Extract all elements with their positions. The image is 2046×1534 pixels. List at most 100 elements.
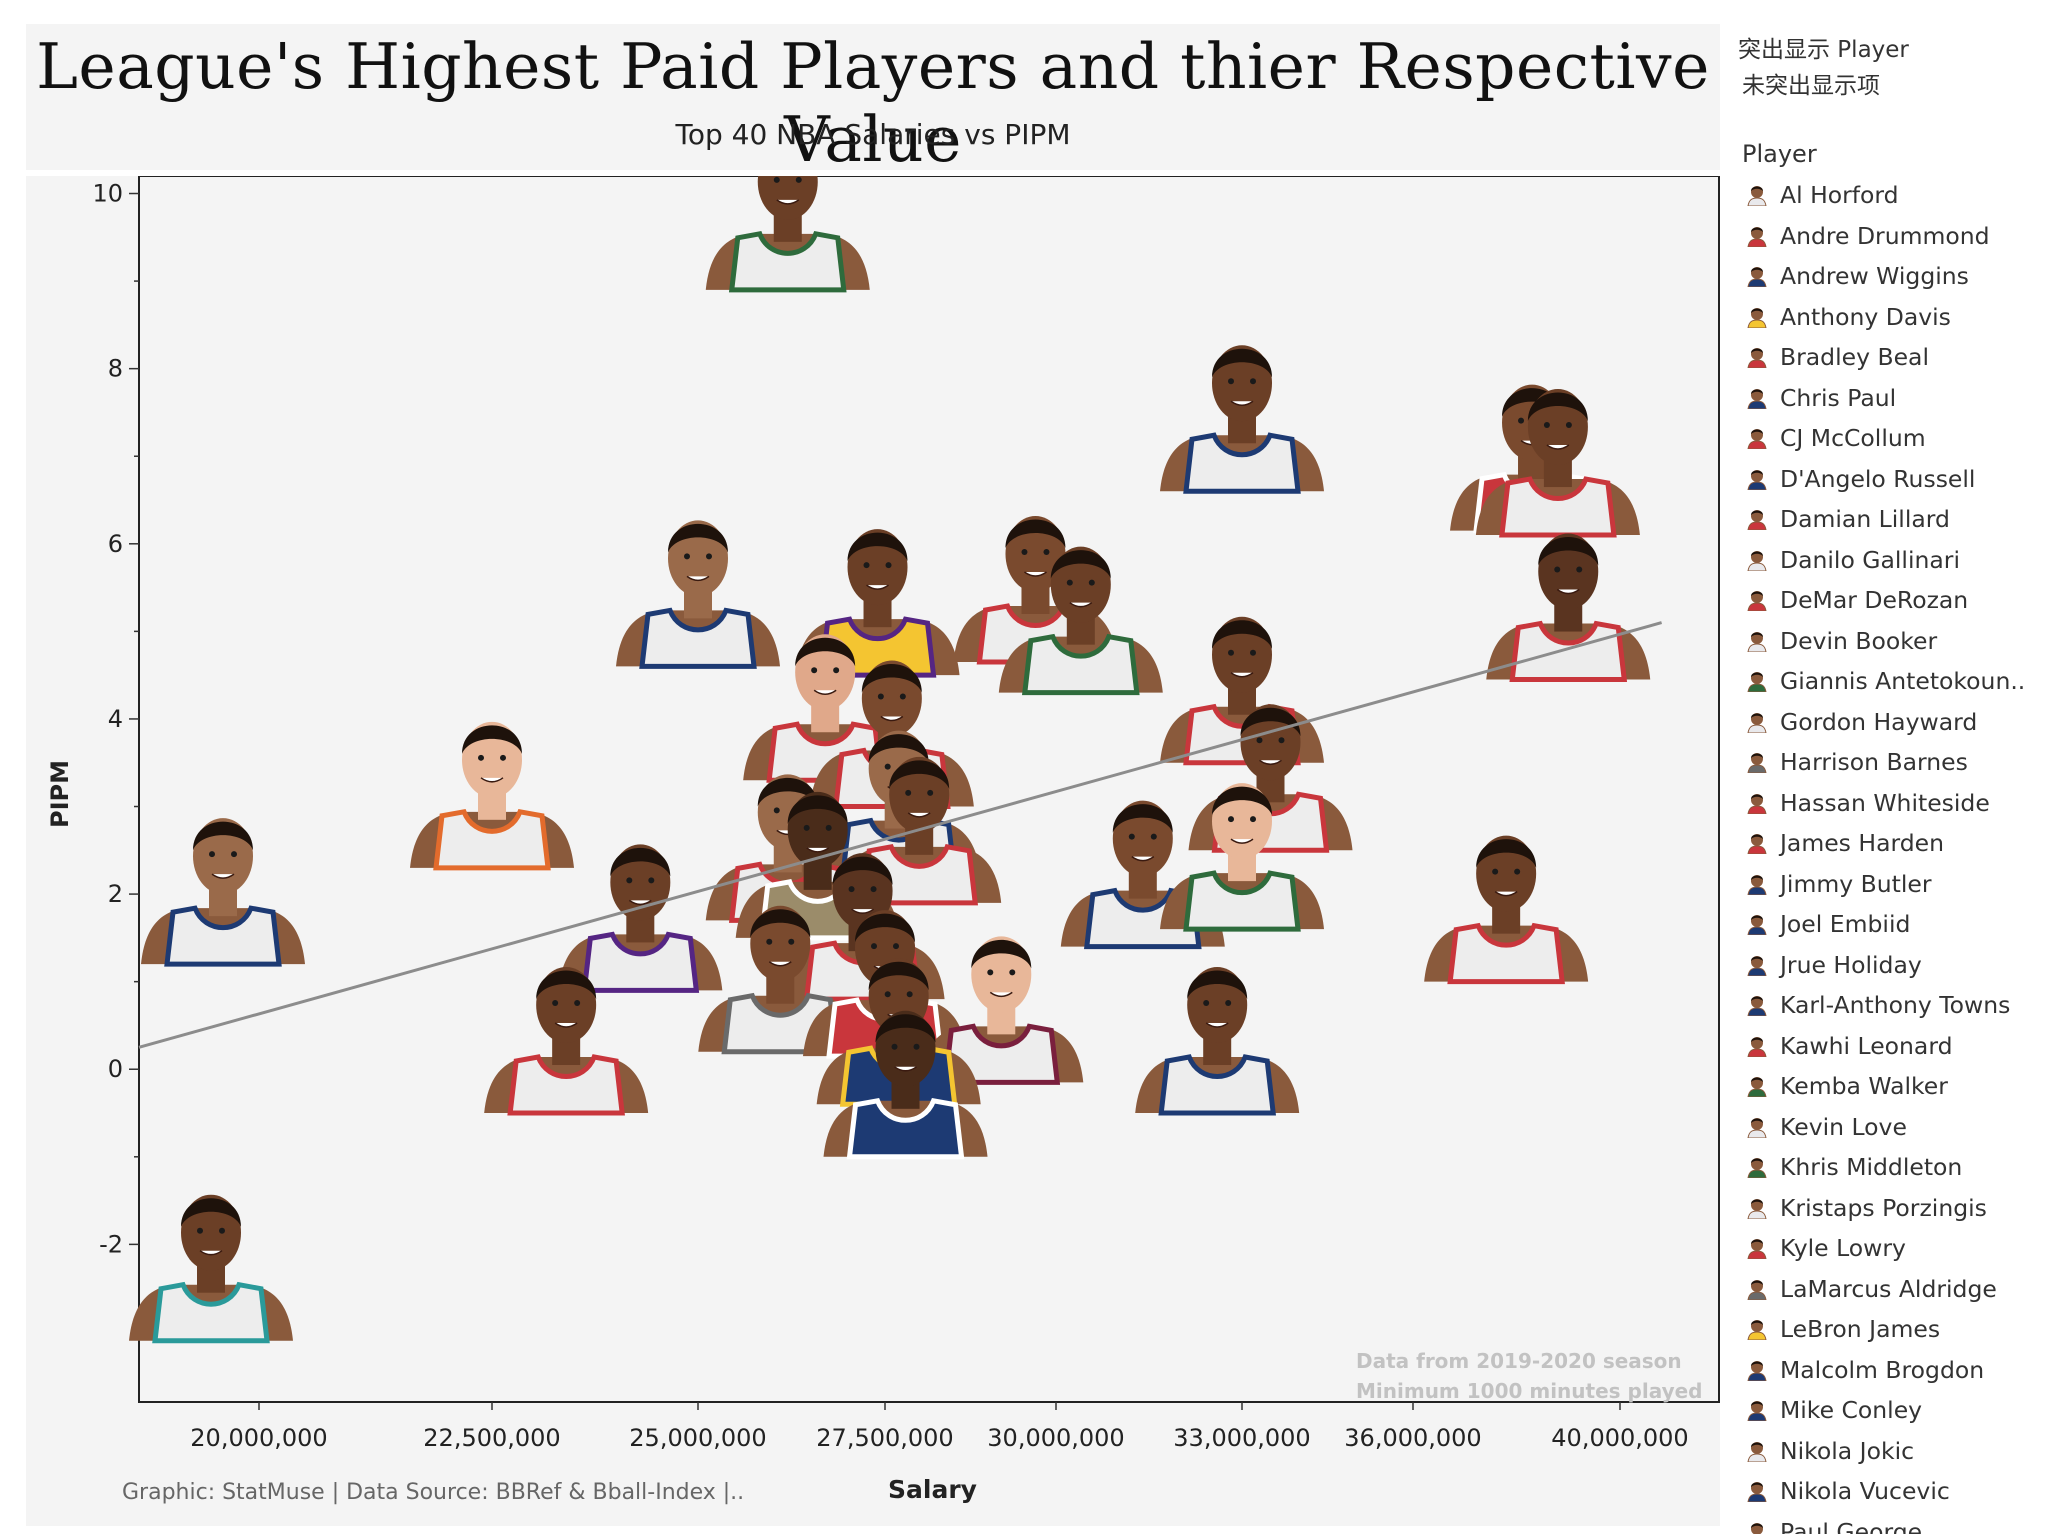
legend-item[interactable]: Harrison Barnes bbox=[1746, 742, 2025, 783]
legend-item[interactable]: CJ McCollum bbox=[1746, 418, 2025, 459]
legend-item[interactable]: Chris Paul bbox=[1746, 378, 2025, 419]
legend-item[interactable]: Kristaps Porzingis bbox=[1746, 1188, 2025, 1229]
x-tick-label: 36,000,000 bbox=[1344, 1424, 1481, 1452]
player-avatar-icon bbox=[1747, 1158, 1767, 1179]
legend-item-label: DeMar DeRozan bbox=[1780, 586, 1969, 615]
legend-item[interactable]: Paul George bbox=[1746, 1512, 2025, 1534]
player-avatar-icon bbox=[1747, 550, 1767, 571]
annotation-line-1: Data from 2019-2020 season bbox=[1356, 1349, 1682, 1373]
player-mark[interactable] bbox=[795, 529, 960, 678]
x-tick-label: 25,000,000 bbox=[629, 1424, 766, 1452]
player-avatar-icon bbox=[1747, 1279, 1767, 1300]
legend-item[interactable]: DeMar DeRozan bbox=[1746, 580, 2025, 621]
chart-subtitle: Top 40 NBA Salaries vs PIPM bbox=[675, 118, 1071, 151]
player-mark[interactable] bbox=[1475, 389, 1640, 538]
legend-item[interactable]: Danilo Gallinari bbox=[1746, 540, 2025, 581]
legend-item[interactable]: Malcolm Brogdon bbox=[1746, 1350, 2025, 1391]
player-mark[interactable] bbox=[1160, 345, 1324, 494]
legend-item[interactable]: Andrew Wiggins bbox=[1746, 256, 2025, 297]
y-tick-label: -2 bbox=[99, 1230, 123, 1258]
player-avatar-icon bbox=[1747, 1401, 1767, 1422]
player-mark[interactable] bbox=[1135, 967, 1300, 1116]
x-tick-label: 30,000,000 bbox=[987, 1424, 1124, 1452]
legend-item[interactable]: LeBron James bbox=[1746, 1309, 2025, 1350]
legend-item[interactable]: Nikola Jokic bbox=[1746, 1431, 2025, 1472]
player-avatar-icon bbox=[1747, 631, 1767, 652]
player-avatar-icon bbox=[1747, 388, 1767, 409]
player-mark[interactable] bbox=[998, 546, 1163, 696]
legend-item-label: Anthony Davis bbox=[1780, 302, 1951, 331]
legend-item[interactable]: Devin Booker bbox=[1746, 621, 2025, 662]
legend-item-label: Malcolm Brogdon bbox=[1780, 1355, 1985, 1384]
legend-item[interactable]: Khris Middleton bbox=[1746, 1147, 2025, 1188]
player-avatar-icon bbox=[1747, 348, 1767, 369]
chart-title: League's Highest Paid Players and thier … bbox=[36, 30, 1710, 176]
player-mark[interactable] bbox=[1160, 783, 1324, 932]
player-avatar-icon bbox=[1747, 793, 1767, 814]
legend-item-label: Jimmy Butler bbox=[1780, 869, 1932, 898]
highlight-value[interactable]: 未突出显示项 bbox=[1742, 73, 1880, 99]
legend-item[interactable]: Hassan Whiteside bbox=[1746, 783, 2025, 824]
legend-item[interactable]: Kawhi Leonard bbox=[1746, 1026, 2025, 1067]
legend-item-label: Damian Lillard bbox=[1780, 505, 1950, 534]
legend-item[interactable]: Jrue Holiday bbox=[1746, 945, 2025, 986]
legend-item[interactable]: Kemba Walker bbox=[1746, 1066, 2025, 1107]
legend-item-label: James Harden bbox=[1780, 829, 1944, 858]
legend-item[interactable]: Kyle Lowry bbox=[1746, 1228, 2025, 1269]
player-mark[interactable] bbox=[484, 967, 649, 1116]
player-mark[interactable] bbox=[1486, 533, 1651, 683]
player-mark[interactable] bbox=[616, 520, 780, 669]
legend-item[interactable]: Kevin Love bbox=[1746, 1107, 2025, 1148]
legend-item[interactable]: Nikola Vucevic bbox=[1746, 1471, 2025, 1512]
player-avatar-icon bbox=[1747, 267, 1767, 288]
legend-item[interactable]: Gordon Hayward bbox=[1746, 702, 2025, 743]
legend-item-label: Nikola Vucevic bbox=[1780, 1477, 1950, 1506]
legend-item-label: Gordon Hayward bbox=[1780, 707, 1978, 736]
legend-item[interactable]: Damian Lillard bbox=[1746, 499, 2025, 540]
legend-item[interactable]: Al Horford bbox=[1746, 175, 2025, 216]
player-avatar-icon bbox=[1747, 672, 1767, 693]
legend-item-label: Jrue Holiday bbox=[1780, 950, 1922, 979]
player-avatar-icon bbox=[1747, 915, 1767, 936]
legend-item-label: Kawhi Leonard bbox=[1780, 1031, 1953, 1060]
player-mark[interactable] bbox=[129, 1194, 293, 1344]
legend-item[interactable]: Joel Embiid bbox=[1746, 904, 2025, 945]
player-avatar-icon bbox=[1747, 1320, 1767, 1341]
player-mark[interactable] bbox=[558, 844, 723, 993]
legend-item[interactable]: Giannis Antetokoun.. bbox=[1746, 661, 2025, 702]
y-tick-label: 8 bbox=[108, 355, 123, 383]
legend-item[interactable]: James Harden bbox=[1746, 823, 2025, 864]
legend-list: Al Horford Andre Drummond Andrew Wiggins An… bbox=[1746, 175, 2025, 1534]
player-mark[interactable] bbox=[823, 1010, 988, 1160]
player-avatar-icon bbox=[1747, 1482, 1767, 1503]
legend-item[interactable]: Jimmy Butler bbox=[1746, 864, 2025, 905]
y-tick-label: 4 bbox=[108, 705, 123, 733]
player-mark[interactable] bbox=[705, 176, 870, 293]
player-mark[interactable] bbox=[410, 721, 574, 871]
title-separator bbox=[26, 170, 1720, 176]
x-tick-label: 27,500,000 bbox=[816, 1424, 953, 1452]
legend-item[interactable]: Karl-Anthony Towns bbox=[1746, 985, 2025, 1026]
legend-item-label: Nikola Jokic bbox=[1780, 1436, 1915, 1465]
legend-item[interactable]: Anthony Davis bbox=[1746, 297, 2025, 338]
legend-item[interactable]: LaMarcus Aldridge bbox=[1746, 1269, 2025, 1310]
legend-item[interactable]: Andre Drummond bbox=[1746, 216, 2025, 257]
legend-item-label: LaMarcus Aldridge bbox=[1780, 1274, 1997, 1303]
legend-item-label: Giannis Antetokoun.. bbox=[1780, 667, 2026, 696]
highlight-label: 突出显示 Player bbox=[1738, 37, 1909, 63]
legend-item-label: Devin Booker bbox=[1780, 626, 1938, 655]
legend-item-label: D'Angelo Russell bbox=[1780, 464, 1976, 493]
x-axis-label: Salary bbox=[888, 1475, 977, 1504]
legend-item[interactable]: D'Angelo Russell bbox=[1746, 459, 2025, 500]
source-credit[interactable]: Graphic: StatMuse | Data Source: BBRef &… bbox=[122, 1480, 745, 1505]
player-avatar-icon bbox=[1747, 1036, 1767, 1057]
player-avatar-icon bbox=[1747, 1198, 1767, 1219]
legend-item[interactable]: Mike Conley bbox=[1746, 1390, 2025, 1431]
player-mark[interactable] bbox=[141, 818, 305, 967]
player-avatar-icon bbox=[1751, 1522, 1763, 1534]
legend-item-label: Andrew Wiggins bbox=[1780, 262, 1969, 291]
player-avatar-icon bbox=[1747, 226, 1767, 247]
player-mark[interactable] bbox=[1424, 835, 1589, 985]
legend-item[interactable]: Bradley Beal bbox=[1746, 337, 2025, 378]
legend-title: Player bbox=[1742, 140, 1817, 168]
